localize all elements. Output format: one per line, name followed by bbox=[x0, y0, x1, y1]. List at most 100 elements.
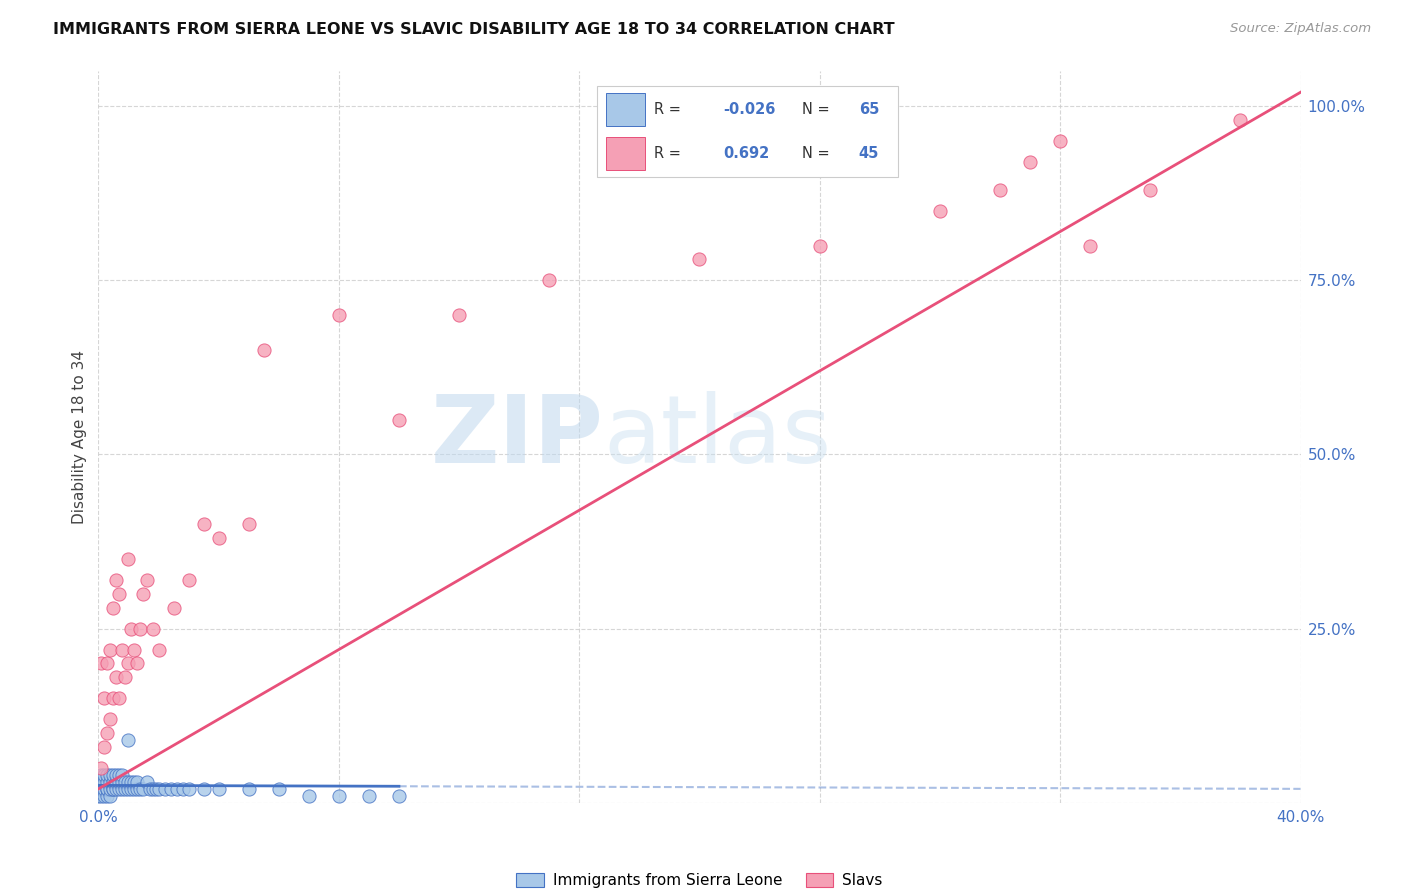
Point bbox=[90, 781, 112, 796]
Point bbox=[357, 789, 380, 803]
Point bbox=[166, 781, 188, 796]
Point bbox=[87, 775, 110, 789]
Point bbox=[100, 712, 122, 726]
Point bbox=[127, 775, 149, 789]
Point bbox=[208, 781, 231, 796]
Point bbox=[135, 573, 157, 587]
Point bbox=[162, 600, 184, 615]
Point bbox=[96, 789, 118, 803]
Point bbox=[117, 733, 139, 747]
Point bbox=[124, 781, 146, 796]
Point bbox=[96, 768, 118, 782]
Point bbox=[96, 657, 118, 671]
Point bbox=[117, 781, 139, 796]
Point bbox=[100, 775, 122, 789]
Point bbox=[193, 517, 215, 532]
Point bbox=[93, 789, 115, 803]
Point bbox=[108, 691, 131, 706]
Point bbox=[93, 775, 115, 789]
Point bbox=[124, 642, 146, 657]
Point bbox=[127, 657, 149, 671]
Point bbox=[100, 642, 122, 657]
Point bbox=[105, 670, 128, 684]
Point bbox=[988, 183, 1011, 197]
Point bbox=[124, 775, 146, 789]
Point bbox=[87, 789, 110, 803]
Point bbox=[100, 768, 122, 782]
Point bbox=[103, 691, 125, 706]
Point bbox=[111, 642, 134, 657]
Point bbox=[100, 789, 122, 803]
Point bbox=[145, 781, 167, 796]
Point bbox=[96, 726, 118, 740]
Point bbox=[108, 781, 131, 796]
Point bbox=[108, 587, 131, 601]
Text: atlas: atlas bbox=[603, 391, 831, 483]
Point bbox=[253, 343, 276, 357]
Point bbox=[121, 781, 143, 796]
Point bbox=[689, 252, 711, 267]
Point bbox=[538, 273, 561, 287]
Point bbox=[103, 775, 125, 789]
Point bbox=[114, 775, 136, 789]
Point bbox=[135, 775, 157, 789]
Point bbox=[141, 622, 163, 636]
Point bbox=[121, 775, 143, 789]
Point bbox=[148, 642, 170, 657]
Point bbox=[90, 781, 112, 796]
Point bbox=[172, 781, 194, 796]
Point bbox=[93, 740, 115, 755]
Point bbox=[388, 789, 411, 803]
Point bbox=[328, 308, 350, 322]
Point bbox=[929, 203, 952, 218]
Point bbox=[148, 781, 170, 796]
Point bbox=[159, 781, 181, 796]
Point bbox=[238, 517, 260, 532]
Point bbox=[90, 768, 112, 782]
Point bbox=[208, 531, 231, 545]
Point bbox=[103, 768, 125, 782]
Point bbox=[153, 781, 176, 796]
Text: IMMIGRANTS FROM SIERRA LEONE VS SLAVIC DISABILITY AGE 18 TO 34 CORRELATION CHART: IMMIGRANTS FROM SIERRA LEONE VS SLAVIC D… bbox=[53, 22, 896, 37]
Point bbox=[193, 781, 215, 796]
Point bbox=[808, 238, 831, 252]
Point bbox=[96, 781, 118, 796]
Point bbox=[96, 775, 118, 789]
Point bbox=[328, 789, 350, 803]
Point bbox=[117, 657, 139, 671]
Point bbox=[238, 781, 260, 796]
Point bbox=[1078, 238, 1101, 252]
Point bbox=[90, 775, 112, 789]
Point bbox=[90, 789, 112, 803]
Point bbox=[117, 552, 139, 566]
Point bbox=[141, 781, 163, 796]
Point bbox=[177, 573, 200, 587]
Legend: Immigrants from Sierra Leone, Slavs: Immigrants from Sierra Leone, Slavs bbox=[509, 865, 890, 892]
Point bbox=[105, 775, 128, 789]
Point bbox=[108, 775, 131, 789]
Point bbox=[103, 781, 125, 796]
Point bbox=[447, 308, 470, 322]
Y-axis label: Disability Age 18 to 34: Disability Age 18 to 34 bbox=[72, 350, 87, 524]
Point bbox=[103, 781, 125, 796]
Point bbox=[105, 573, 128, 587]
Point bbox=[129, 781, 152, 796]
Point bbox=[138, 781, 160, 796]
Point bbox=[1049, 134, 1071, 148]
Point bbox=[90, 761, 112, 775]
Point bbox=[93, 691, 115, 706]
Point bbox=[114, 670, 136, 684]
Point bbox=[90, 657, 112, 671]
Point bbox=[267, 781, 290, 796]
Point bbox=[111, 781, 134, 796]
Point bbox=[108, 768, 131, 782]
Point bbox=[129, 622, 152, 636]
Text: ZIP: ZIP bbox=[430, 391, 603, 483]
Point bbox=[1019, 155, 1042, 169]
Point bbox=[127, 781, 149, 796]
Point bbox=[298, 789, 321, 803]
Point bbox=[100, 781, 122, 796]
Point bbox=[117, 775, 139, 789]
Point bbox=[105, 768, 128, 782]
Point bbox=[111, 775, 134, 789]
